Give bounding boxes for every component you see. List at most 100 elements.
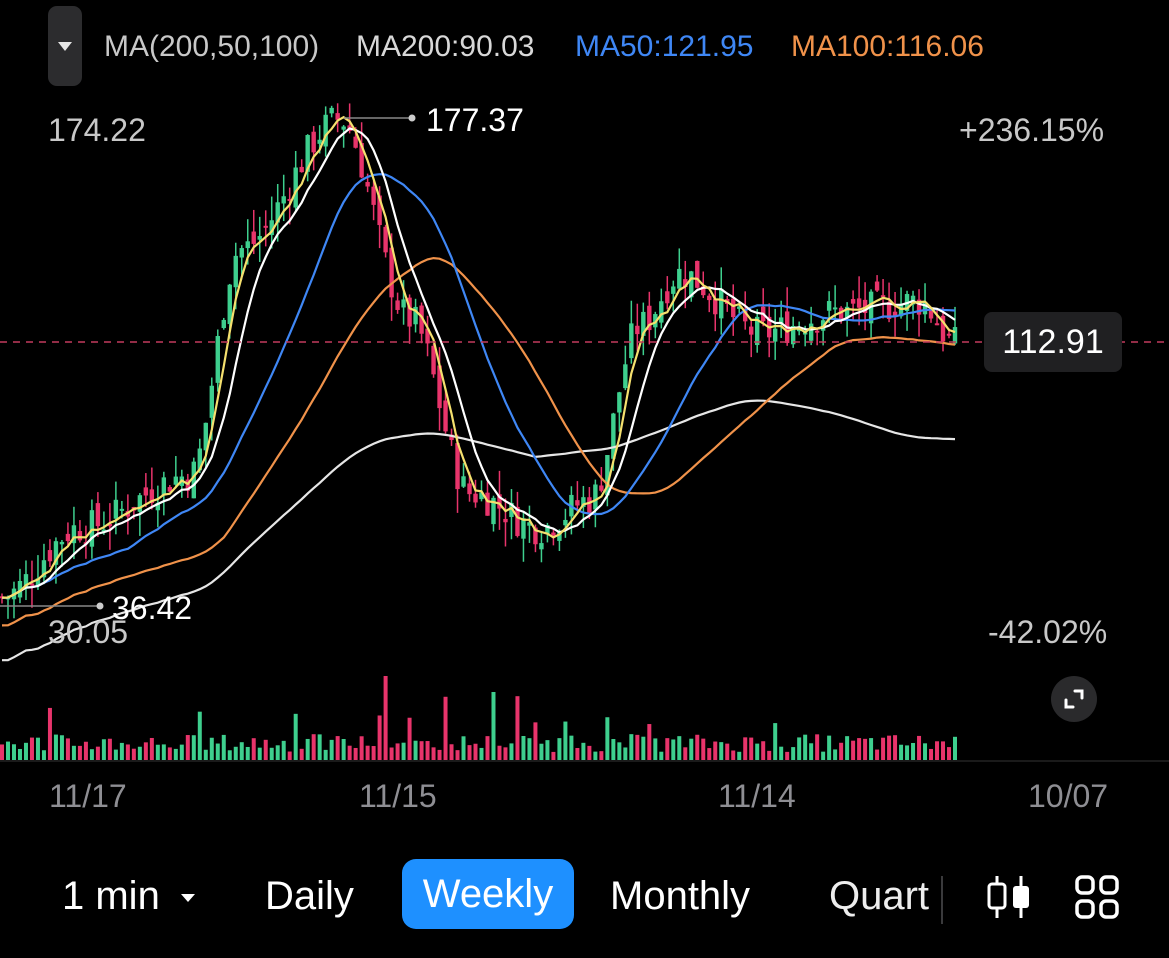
volume-bar [389,747,394,760]
volume-bar [809,743,814,760]
candle-body [221,319,226,329]
candle-body [17,581,23,598]
tab-weekly[interactable]: Weekly [402,859,574,929]
candle-body [551,532,556,538]
current-price-badge: 112.91 [984,312,1122,372]
candle-body [215,336,220,383]
fullscreen-button[interactable] [1051,676,1097,722]
price-chart[interactable] [0,0,1169,770]
candle-body [563,519,568,526]
tab-daily[interactable]: Daily [265,874,354,918]
candle-body [209,385,214,418]
volume-bar [227,750,232,760]
volume-bar [221,734,226,760]
volume-bar [113,749,118,760]
ma50-value: MA50:121.95 [575,30,754,63]
candle-body [65,533,71,542]
volume-bar [881,737,886,760]
candle-body [413,306,418,325]
volume-bar [89,749,94,760]
candle-body [197,448,202,471]
candle-body [443,400,448,432]
low-marker-dot [96,602,104,610]
volume-bar [941,741,946,760]
candle-body [281,196,286,204]
ma-dropdown-toggle[interactable] [48,6,82,86]
volume-bar [443,696,448,760]
candle-body [701,286,706,296]
tab-monthly[interactable]: Monthly [610,874,751,918]
volume-bar [329,739,334,760]
candle-body [539,543,544,550]
candle-body [89,510,95,547]
candle-body [599,485,604,491]
price-axis-max: 174.22 [48,112,146,148]
candlestick-chart-type-button[interactable] [984,872,1034,922]
candle-body [719,288,724,319]
candle-body [425,328,430,344]
candle-body [946,333,952,336]
volume-bar [839,742,844,760]
candle-body [892,311,898,318]
candle-body [611,413,616,459]
volume-bar [677,736,682,760]
candle-body [647,305,652,331]
moving-average-lines [1,115,956,662]
tab-1min[interactable]: 1 min [62,864,197,928]
more-options-button[interactable] [1072,872,1122,922]
volume-bar [545,740,550,760]
volume-bar [95,746,100,760]
price-axis-min: 30.05 [48,614,129,650]
candle-body [101,529,107,532]
candle-body [838,307,844,321]
volume-bar [563,721,568,760]
candle-body [113,499,119,519]
volume-bar [107,738,112,760]
high-marker-label: 177.37 [426,102,524,138]
candle-body [623,364,628,389]
candle-body [952,327,958,344]
candle-body [659,301,664,323]
volume-bar [125,744,130,760]
candle-body [850,299,856,304]
candle-body [137,495,143,512]
tab-quarterly[interactable]: Quarterly [829,874,929,918]
volume-bar [131,748,136,760]
volume-bar [899,744,904,760]
candle-body [689,271,694,298]
volume-bar [725,743,730,760]
volume-bar [845,736,850,760]
volume-bar [371,746,376,760]
volume-bar [347,745,352,760]
candle-body [527,522,532,526]
volume-bar [599,751,604,760]
candle-body [545,525,550,534]
candle-body [671,286,676,294]
volume-bar [893,735,898,760]
volume-bar [425,741,430,760]
candle-body [707,295,712,301]
candle-body [743,310,748,322]
volume-bar [623,747,628,760]
triangle-down-icon [58,42,72,51]
candle-body [251,231,256,244]
candle-body [191,461,196,499]
candlestick-icon [987,876,1029,918]
volume-bar [707,748,712,760]
volume-bar [263,739,268,760]
volume-bar [935,741,940,760]
volume-bar [311,734,316,760]
volume-bar [947,747,952,760]
volume-bar [773,723,778,760]
volume-bar [869,738,874,760]
candle-body [359,142,364,178]
candle-body [365,182,370,187]
volume-bar [479,747,484,760]
tab-1min-label: 1 min [62,874,160,918]
expand-icon [1064,689,1084,709]
volume-bar [395,743,400,760]
volume-bar [755,743,760,760]
volume-bar [821,751,826,760]
ma50-line [1,173,956,599]
date-label: 11/17 [49,778,127,814]
